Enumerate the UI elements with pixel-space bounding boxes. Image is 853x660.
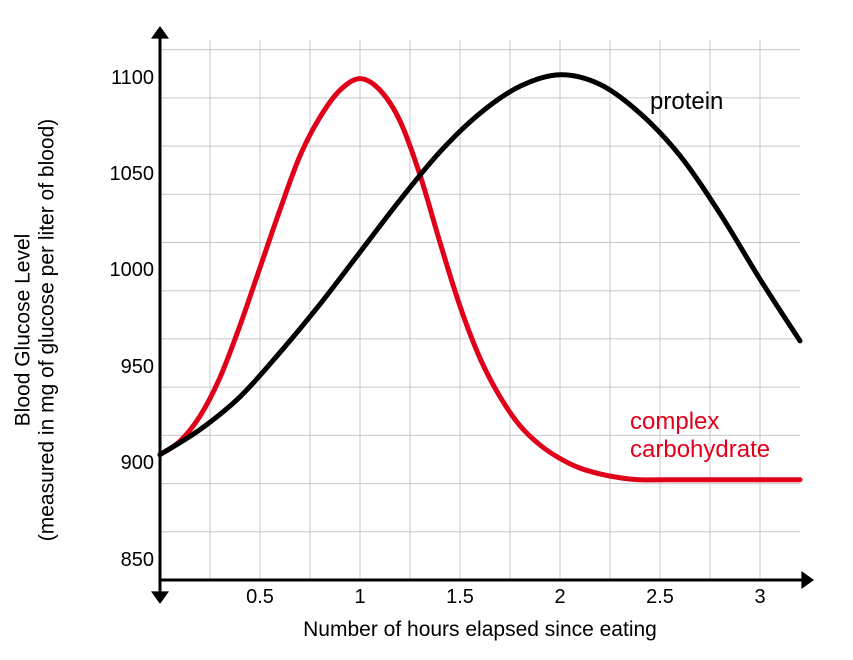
x-axis-label: Number of hours elapsed since eating bbox=[160, 618, 800, 642]
x-tick-label: 1 bbox=[340, 586, 380, 609]
x-tick-label: 2.5 bbox=[640, 586, 680, 609]
blood-glucose-chart: Blood Glucose Level (measured in mg of g… bbox=[0, 0, 853, 660]
y-tick-label: 1100 bbox=[111, 67, 154, 90]
y-tick-label: 950 bbox=[121, 356, 154, 379]
x-tick-label: 3 bbox=[740, 586, 780, 609]
y-axis-label-line2: (measured in mg of glucose per liter of … bbox=[35, 119, 59, 542]
y-tick-label: 1000 bbox=[110, 259, 155, 282]
series-protein bbox=[160, 75, 800, 455]
x-axis-label-text: Number of hours elapsed since eating bbox=[303, 618, 657, 641]
y-axis-label-line1: Blood Glucose Level bbox=[11, 119, 35, 542]
y-tick-label: 1050 bbox=[110, 163, 155, 186]
y-tick-label: 850 bbox=[121, 549, 154, 572]
x-tick-label: 2 bbox=[540, 586, 580, 609]
x-tick-label: 1.5 bbox=[440, 586, 480, 609]
y-axis-label: Blood Glucose Level (measured in mg of g… bbox=[11, 119, 59, 542]
y-tick-label: 900 bbox=[121, 452, 154, 475]
series-label-protein: protein bbox=[650, 88, 723, 116]
x-tick-label: 0.5 bbox=[240, 586, 280, 609]
series-label-complex-carbohydrate: complexcarbohydrate bbox=[630, 408, 770, 464]
